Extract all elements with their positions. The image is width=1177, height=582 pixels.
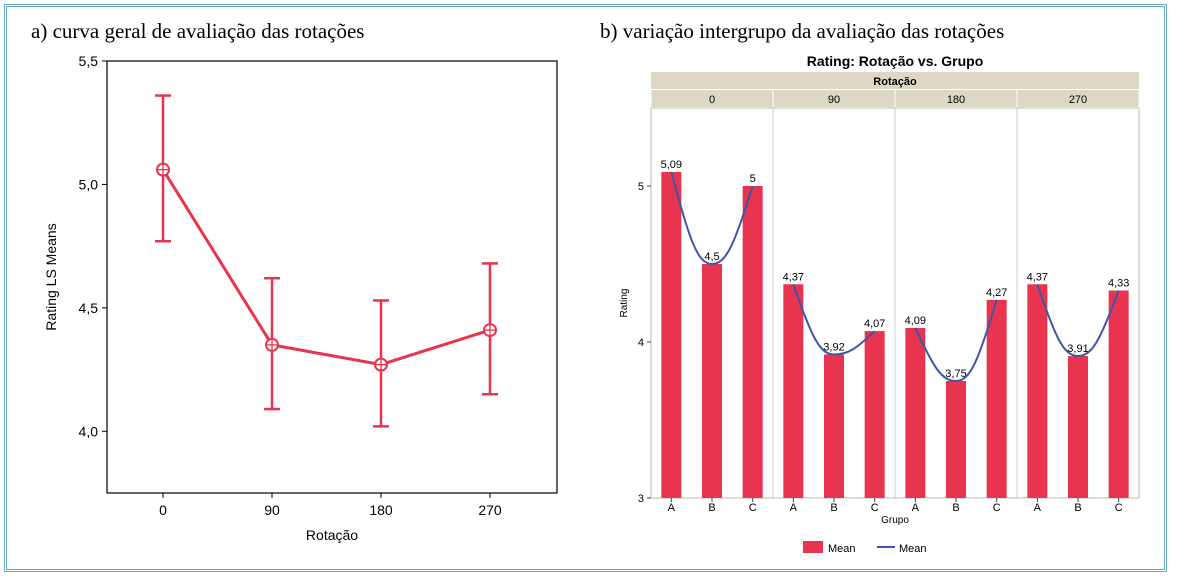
chart-b-bar: [986, 299, 1007, 498]
chart-b-x-tick-label: B: [1074, 502, 1081, 514]
chart-b-bar: [905, 327, 926, 498]
chart-b-data-label: 3,92: [823, 341, 844, 353]
chart-b-panel-strip: [895, 90, 1017, 107]
chart-b-x-tick-label: B: [952, 502, 959, 514]
chart-b-mean-curve: [914, 299, 998, 383]
chart-b-mean-curve: [1036, 283, 1120, 358]
chart-b-panel-label: 90: [828, 94, 840, 106]
figure-frame: [4, 4, 1167, 572]
chart-a-x-tick-label: 180: [369, 502, 393, 518]
chart-b-bar: [783, 284, 804, 498]
chart-b-data-label: 4,37: [783, 271, 804, 283]
chart-b-bar: [702, 264, 722, 498]
chart-b-group-label: Rotação: [873, 76, 917, 88]
chart-b-bar: [1027, 284, 1048, 498]
chart-b-bar: [1108, 290, 1129, 498]
chart-a-y-tick-label: 4,0: [79, 423, 99, 439]
chart-b-data-label: 4,27: [986, 287, 1007, 299]
chart-b-y-tick-label: 5: [638, 181, 644, 193]
chart-b-legend-swatch-bar: [803, 541, 823, 553]
chart-a-y-tick-label: 4,5: [79, 300, 99, 316]
chart-b-bar: [1068, 356, 1088, 498]
chart-b-data-label: 4,37: [1027, 271, 1048, 283]
chart-a-y-tick-label: 5,0: [79, 176, 99, 192]
caption-a: a) curva geral de avaliação das rotações: [31, 19, 365, 43]
chart-b-bar: [661, 171, 682, 498]
chart-b-panel-label: 0: [709, 94, 715, 106]
chart-b-bar: [864, 331, 885, 498]
chart-b-mean-curve: [670, 171, 754, 266]
chart-b-data-label: 5: [750, 173, 756, 185]
chart-b-x-tick-label: C: [749, 502, 757, 514]
chart-b-panel-label: 270: [1069, 94, 1087, 106]
chart-b-x-tick-label: B: [708, 502, 715, 514]
chart-a-x-tick-label: 0: [159, 502, 167, 518]
chart-b-x-tick-label: A: [668, 502, 676, 514]
chart-b-data-label: 3,91: [1067, 343, 1088, 355]
chart-b-x-tick-label: A: [1034, 502, 1042, 514]
chart-b-x-tick-label: C: [1115, 502, 1123, 514]
chart-b-data-label: 3,75: [945, 368, 966, 380]
chart-b-x-tick-label: B: [830, 502, 837, 514]
chart-b-y-tick-label: 3: [638, 493, 644, 505]
chart-a-series-line: [161, 168, 491, 367]
chart-b-data-label: 4,5: [704, 251, 719, 263]
chart-b-panel-strip: [773, 90, 895, 107]
chart-b-x-tick-label: C: [871, 502, 879, 514]
chart-b-legend-label-line: Mean: [899, 543, 927, 555]
chart-b-mean-curve: [792, 283, 876, 356]
chart-b-bar: [742, 186, 763, 498]
chart-b-data-label: 4,09: [905, 315, 926, 327]
chart-b-data-label: 5,09: [661, 159, 682, 171]
chart-b-x-tick-label: C: [993, 502, 1001, 514]
chart-b-y-axis-label: Rating: [619, 289, 630, 318]
chart-b-panel-strip: [651, 90, 773, 107]
chart-b-data-label: 4,33: [1108, 278, 1129, 290]
chart-b-y-tick-label: 4: [638, 337, 644, 349]
chart-b-data-label: 4,07: [864, 318, 885, 330]
chart-b-panel-label: 180: [947, 94, 965, 106]
chart-b-x-tick-label: A: [912, 502, 920, 514]
chart-a-y-tick-label: 5,5: [79, 53, 99, 69]
chart-b-panel-strip: [1017, 90, 1139, 107]
chart-a-x-tick-label: 90: [264, 502, 280, 518]
chart-b-group-strip: [651, 72, 1139, 89]
chart-a-x-tick-label: 270: [478, 502, 502, 518]
chart-b-x-tick-label: A: [790, 502, 798, 514]
caption-b: b) variação intergrupo da avaliação das …: [600, 19, 1005, 43]
chart-b-title: Rating: Rotação vs. Grupo: [807, 53, 984, 69]
chart-a-y-axis-label: Rating LS Means: [43, 223, 59, 330]
chart-b-x-axis-label: Grupo: [881, 515, 909, 526]
chart-b-bar: [946, 381, 966, 498]
chart-b-bar: [824, 354, 844, 498]
chart-a-plot-area: [106, 60, 558, 494]
chart-a-x-axis-label: Rotação: [306, 527, 358, 543]
chart-b-legend-label-bar: Mean: [828, 543, 856, 555]
